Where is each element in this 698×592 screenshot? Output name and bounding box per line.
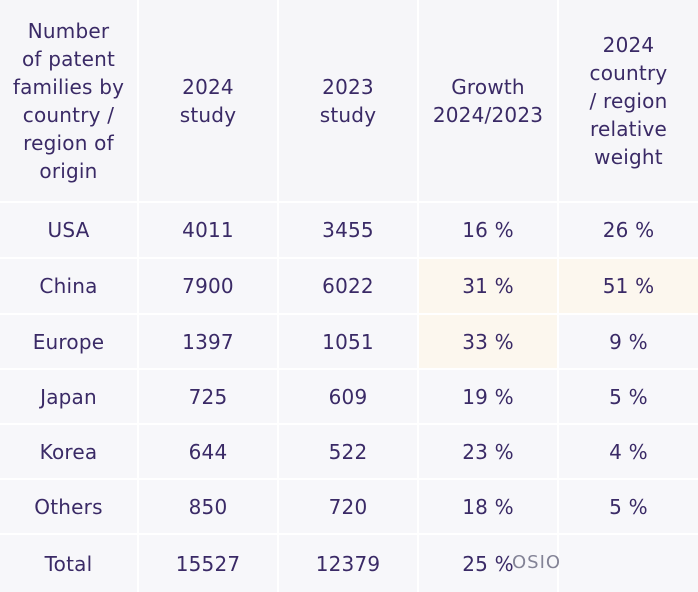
table-row-china-growth: 31 % bbox=[419, 259, 559, 315]
table-row-japan-2024: 725 bbox=[139, 370, 279, 425]
header-growth: Growth 2024/2023 bbox=[419, 0, 559, 203]
header-growth-label: Growth 2024/2023 bbox=[432, 74, 544, 127]
header-relative-weight: 2024 country / region relative weight bbox=[559, 0, 698, 203]
table-row-europe-2024: 1397 bbox=[139, 315, 279, 370]
header-2024-study-label: 2024 study bbox=[179, 74, 237, 127]
table-row-china-2023: 6022 bbox=[279, 259, 419, 315]
table-row-others-2023: 720 bbox=[279, 480, 419, 535]
table-row-europe-2023: 1051 bbox=[279, 315, 419, 370]
table-row-usa-growth: 16 % bbox=[419, 203, 559, 259]
header-2023-study-label: 2023 study bbox=[319, 74, 377, 127]
table-row-usa-2023: 3455 bbox=[279, 203, 419, 259]
table-row-korea-2023: 522 bbox=[279, 425, 419, 480]
table-row-korea-growth: 23 % bbox=[419, 425, 559, 480]
header-relative-weight-label: 2024 country / region relative weight bbox=[589, 32, 668, 169]
table-row-usa-weight: 26 % bbox=[559, 203, 698, 259]
table-row-europe-growth: 33 % bbox=[419, 315, 559, 370]
table-row-korea-weight: 4 % bbox=[559, 425, 698, 480]
table-row-usa-country: USA bbox=[0, 203, 139, 259]
header-country-region-label: Number of patent families by country / r… bbox=[12, 18, 125, 183]
table-row-total-2023: 12379 bbox=[279, 535, 419, 592]
table-row-total-country: Total bbox=[0, 535, 139, 592]
table-row-europe-country: Europe bbox=[0, 315, 139, 370]
table-row-europe-weight: 9 % bbox=[559, 315, 698, 370]
table-row-korea-2024: 644 bbox=[139, 425, 279, 480]
table-row-japan-growth: 19 % bbox=[419, 370, 559, 425]
header-country-region: Number of patent families by country / r… bbox=[0, 0, 139, 203]
table-row-japan-country: Japan bbox=[0, 370, 139, 425]
table-row-others-2024: 850 bbox=[139, 480, 279, 535]
table-row-total-2024: 15527 bbox=[139, 535, 279, 592]
table-row-others-weight: 5 % bbox=[559, 480, 698, 535]
table-row-china-country: China bbox=[0, 259, 139, 315]
table-row-total-growth: 25 % bbox=[419, 535, 559, 592]
table-row-others-growth: 18 % bbox=[419, 480, 559, 535]
table-row-japan-2023: 609 bbox=[279, 370, 419, 425]
watermark: OSIO bbox=[512, 552, 562, 573]
table-row-china-weight: 51 % bbox=[559, 259, 698, 315]
table-row-china-2024: 7900 bbox=[139, 259, 279, 315]
header-2023-study: 2023 study bbox=[279, 0, 419, 203]
header-2024-study: 2024 study bbox=[139, 0, 279, 203]
table-row-japan-weight: 5 % bbox=[559, 370, 698, 425]
table-row-total-weight bbox=[559, 535, 698, 592]
table-row-others-country: Others bbox=[0, 480, 139, 535]
table-row-korea-country: Korea bbox=[0, 425, 139, 480]
table-row-usa-2024: 4011 bbox=[139, 203, 279, 259]
